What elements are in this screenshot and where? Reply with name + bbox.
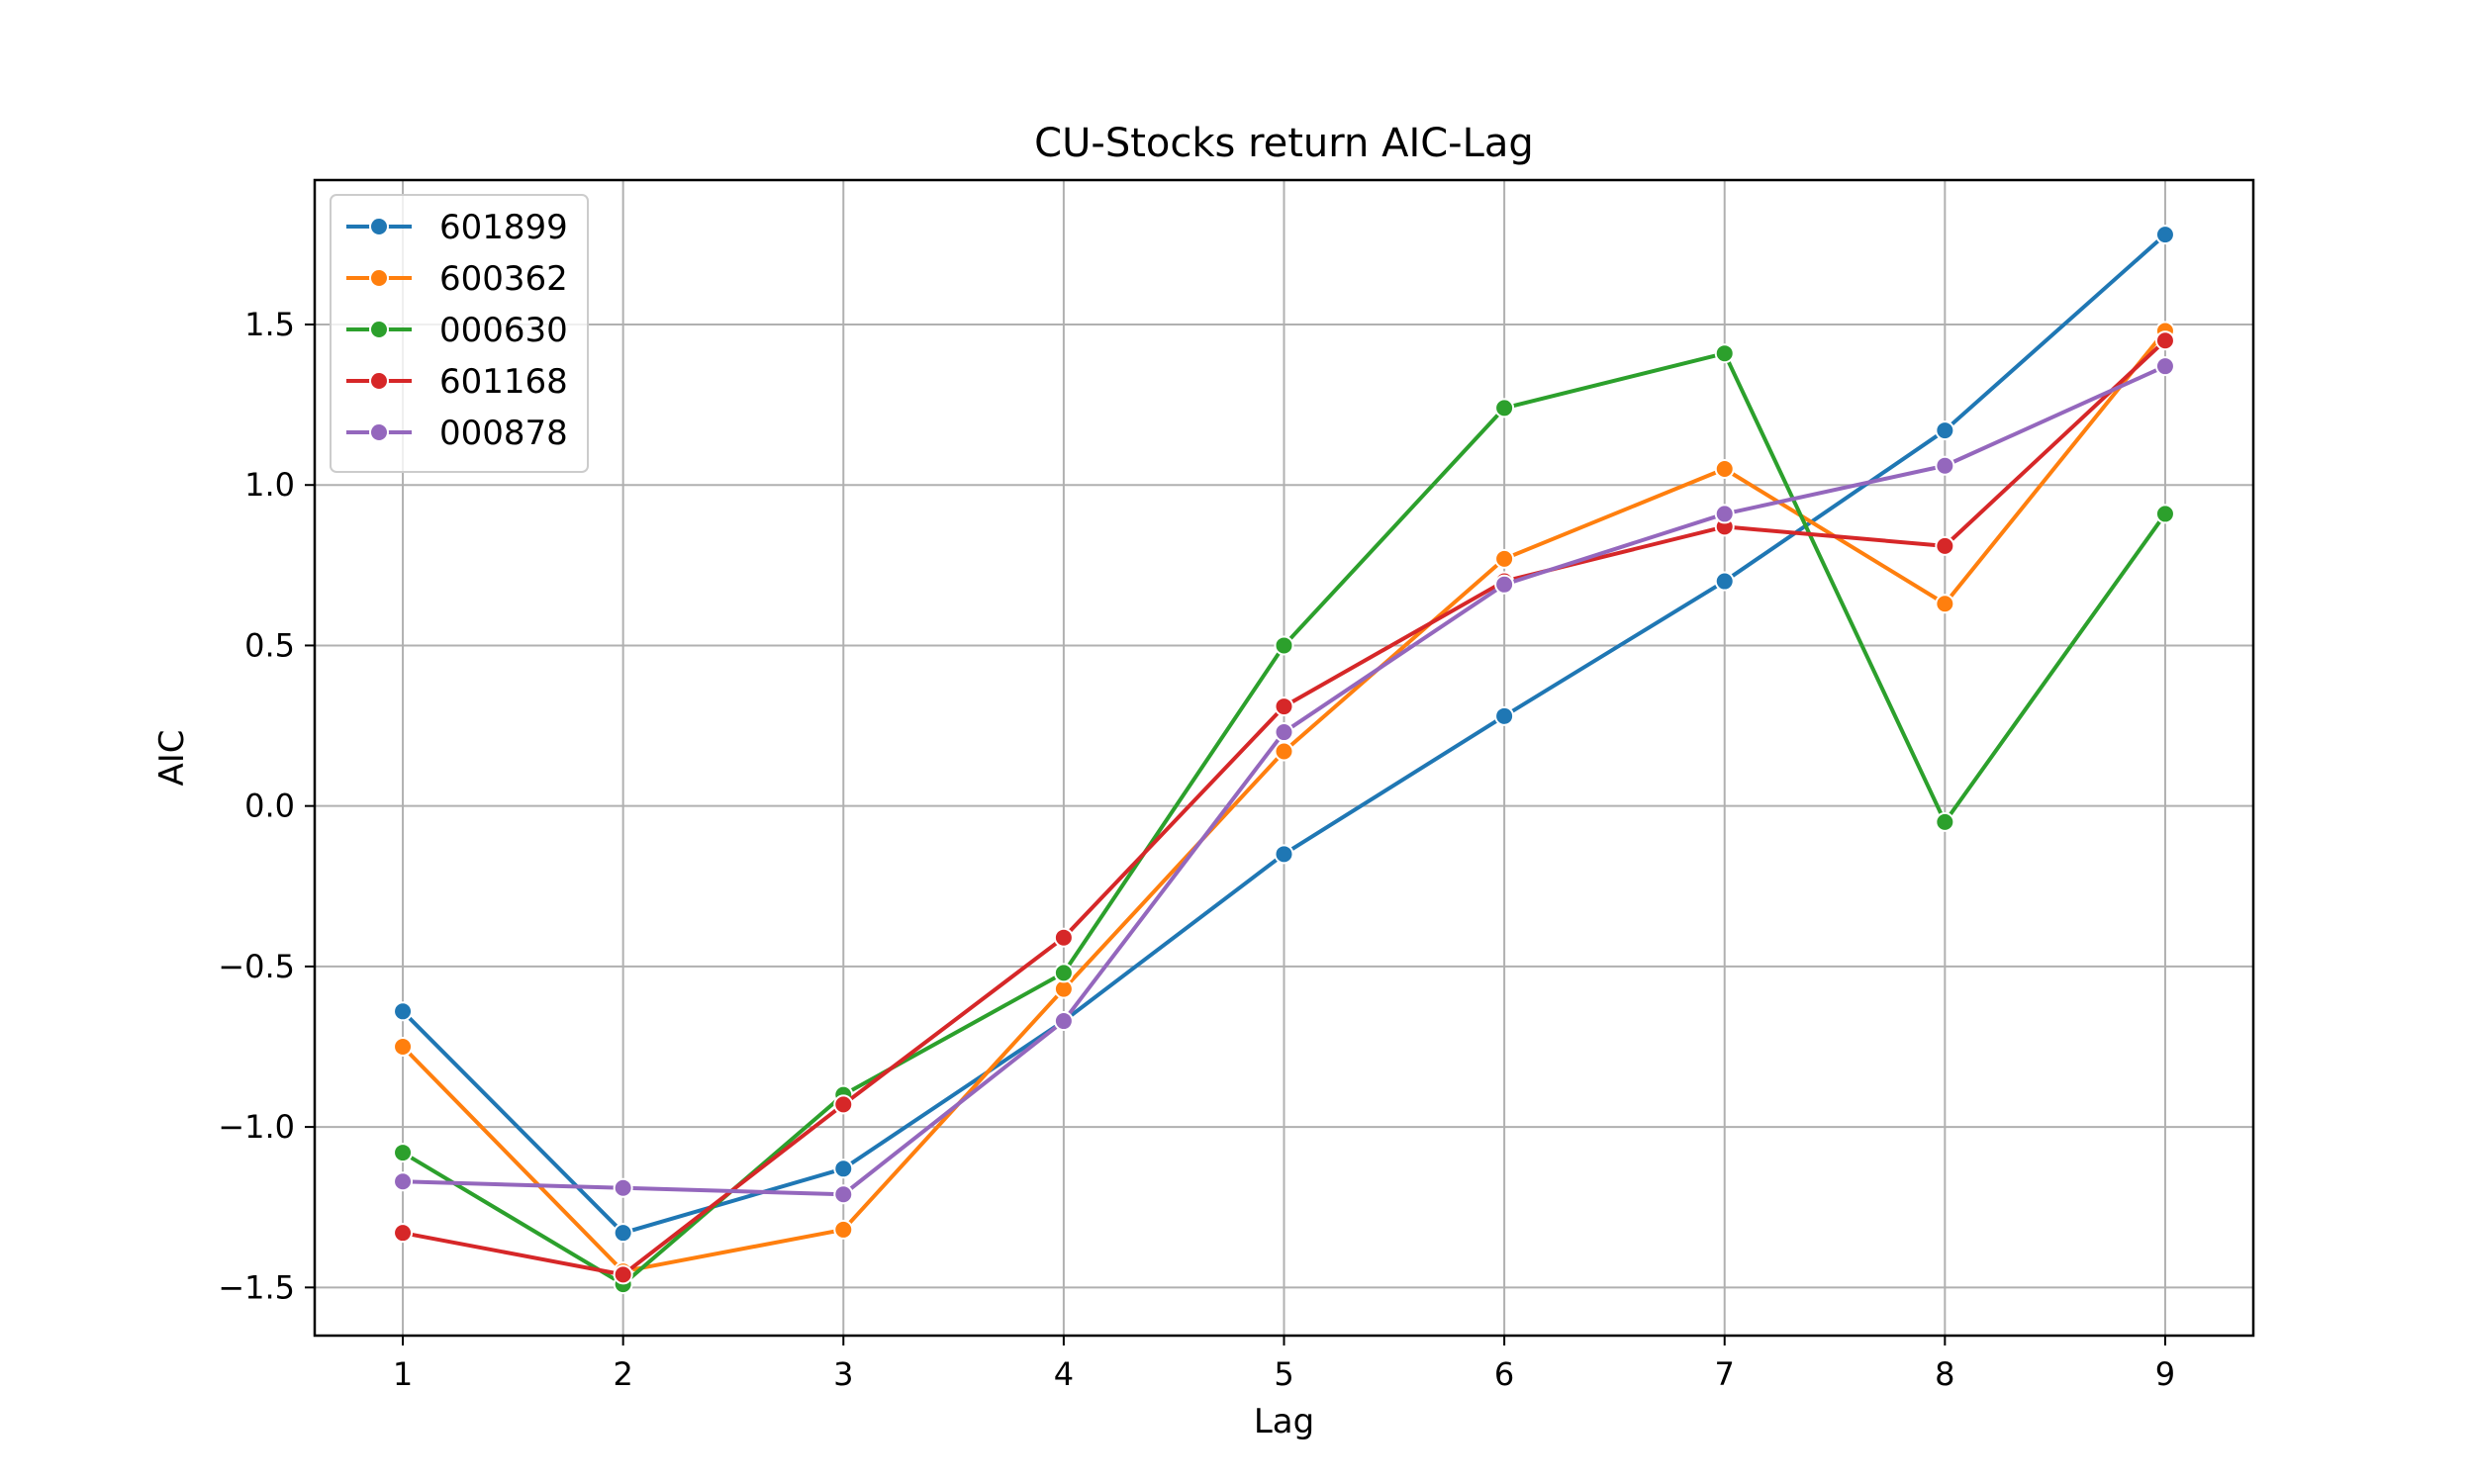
data-point [1494,398,1515,418]
data-point [393,1223,414,1244]
legend-marker [369,371,389,391]
y-tick-label: −1.5 [218,1268,295,1306]
x-tick-label: 2 [613,1355,632,1393]
data-point [1274,844,1294,865]
x-tick-label: 8 [1935,1355,1954,1393]
data-point [1274,741,1294,762]
legend-label: 601899 [439,208,568,247]
data-point [613,1177,633,1198]
x-tick-label: 7 [1715,1355,1735,1393]
data-point [393,1171,414,1192]
y-tick-label: −1.0 [218,1108,295,1146]
data-point [833,1219,854,1240]
legend-frame [330,194,589,473]
y-tick-label: −0.5 [218,948,295,985]
y-tick-label: 0.0 [244,788,295,825]
chart-title: CU-Stocks return AIC-Lag [1034,121,1534,166]
x-tick-label: 5 [1274,1355,1293,1393]
data-point [1935,455,1955,476]
data-point [613,1264,633,1285]
y-tick-label: 1.5 [244,306,295,343]
y-axis-label: AIC [152,729,192,786]
data-point [393,1143,414,1163]
legend-marker [369,422,389,442]
data-point [1053,927,1074,948]
data-point [2154,225,2175,245]
x-tick-label: 4 [1054,1355,1074,1393]
data-point [1494,705,1515,726]
legend-item: 601899 [346,208,568,247]
data-point [1935,535,1955,556]
data-point [2154,504,2175,524]
data-point [1494,548,1515,569]
series-layer [393,225,2175,1295]
data-point [1494,574,1515,595]
data-point [833,1094,854,1115]
x-tick-label: 9 [2155,1355,2175,1393]
legend-marker [369,320,389,339]
data-point [1935,811,1955,832]
data-point [1274,722,1294,743]
data-point [833,1184,854,1205]
x-tick-label: 6 [1494,1355,1514,1393]
data-point [1714,459,1735,479]
legend-item: 601168 [346,362,568,402]
y-tick-label: 1.0 [244,466,295,504]
data-point [833,1159,854,1179]
data-point [2154,356,2175,377]
legend: 601899 600362 000630 601168 000878 [330,194,589,473]
data-point [1714,504,1735,524]
data-point [1714,343,1735,364]
data-point [613,1223,633,1244]
data-point [2154,330,2175,351]
axis-ticks: 1 2 3 4 5 6 7 8 9 −1.5 −1.0 −0.5 0.0 0.5 1.0 1.5 [218,306,2175,1393]
data-point [1714,571,1735,592]
x-axis-label: Lag [1254,1402,1314,1441]
legend-marker [369,217,389,236]
legend-item: 000630 [346,311,568,350]
legend-marker [369,268,389,288]
data-point [1935,420,1955,441]
data-point [1053,963,1074,983]
x-tick-label: 1 [393,1355,413,1393]
data-point [1274,696,1294,717]
x-tick-label: 3 [833,1355,853,1393]
y-tick-label: 0.5 [244,626,295,664]
data-point [1935,594,1955,614]
legend-label: 000878 [439,414,568,453]
legend-label: 601168 [439,362,568,402]
data-point [1053,1011,1074,1032]
data-point [393,1037,414,1057]
legend-label: 000630 [439,311,568,350]
legend-label: 600362 [439,259,568,299]
data-point [1274,635,1294,656]
data-point [393,1001,414,1022]
series-000878 [393,356,2175,1205]
legend-item: 600362 [346,259,568,299]
legend-item: 000878 [346,414,568,453]
